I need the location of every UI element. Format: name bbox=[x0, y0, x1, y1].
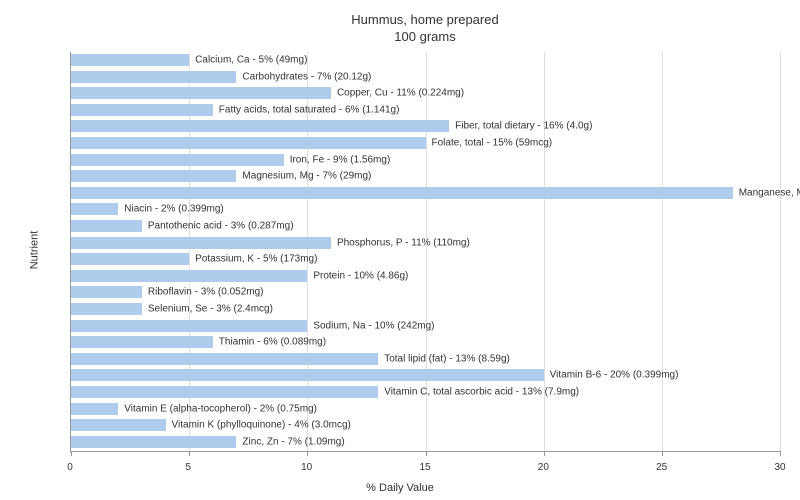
bar-label: Protein - 10% (4.86g) bbox=[313, 270, 408, 281]
x-tick-mark bbox=[662, 451, 663, 456]
bar bbox=[71, 104, 213, 116]
bar-row: Carbohydrates - 7% (20.12g) bbox=[71, 68, 780, 85]
bar bbox=[71, 436, 236, 448]
bar-label: Copper, Cu - 11% (0.224mg) bbox=[337, 88, 464, 99]
bar-label: Iron, Fe - 9% (1.56mg) bbox=[290, 154, 391, 165]
bar bbox=[71, 71, 236, 83]
bar-label: Magnesium, Mg - 7% (29mg) bbox=[242, 171, 371, 182]
bar-row: Manganese, Mn - 28% (0.567mg) bbox=[71, 185, 780, 202]
bar bbox=[71, 220, 142, 232]
bar-label: Manganese, Mn - 28% (0.567mg) bbox=[739, 187, 800, 198]
bar-row: Fiber, total dietary - 16% (4.0g) bbox=[71, 118, 780, 135]
bar bbox=[71, 237, 331, 249]
bar-row: Calcium, Ca - 5% (49mg) bbox=[71, 52, 780, 69]
bar bbox=[71, 336, 213, 348]
bar bbox=[71, 419, 166, 431]
bar-row: Zinc, Zn - 7% (1.09mg) bbox=[71, 433, 780, 450]
bar-row: Fatty acids, total saturated - 6% (1.141… bbox=[71, 102, 780, 119]
bar-label: Pantothenic acid - 3% (0.287mg) bbox=[148, 221, 294, 232]
bar-row: Potassium, K - 5% (173mg) bbox=[71, 251, 780, 268]
plot-area: Calcium, Ca - 5% (49mg) Carbohydrates - 7… bbox=[70, 52, 780, 452]
title-line1: Hummus, home prepared bbox=[351, 12, 498, 27]
bar-label: Fiber, total dietary - 16% (4.0g) bbox=[455, 121, 592, 132]
bar-label: Calcium, Ca - 5% (49mg) bbox=[195, 55, 307, 66]
bar bbox=[71, 187, 733, 199]
bar-label: Potassium, K - 5% (173mg) bbox=[195, 254, 317, 265]
bar-row: Vitamin K (phylloquinone) - 4% (3.0mcg) bbox=[71, 417, 780, 434]
bar-row: Total lipid (fat) - 13% (8.59g) bbox=[71, 350, 780, 367]
bar-row: Magnesium, Mg - 7% (29mg) bbox=[71, 168, 780, 185]
x-tick-mark bbox=[189, 451, 190, 456]
bar-row: Riboflavin - 3% (0.052mg) bbox=[71, 284, 780, 301]
bar-row: Folate, total - 15% (59mcg) bbox=[71, 135, 780, 152]
bar bbox=[71, 353, 378, 365]
x-tick-label: 5 bbox=[186, 462, 192, 473]
bar-label: Fatty acids, total saturated - 6% (1.141… bbox=[219, 104, 400, 115]
x-tick-mark bbox=[780, 451, 781, 456]
x-tick-label: 20 bbox=[538, 462, 549, 473]
bar-row: Protein - 10% (4.86g) bbox=[71, 268, 780, 285]
bar-row: Phosphorus, P - 11% (110mg) bbox=[71, 234, 780, 251]
bar-label: Phosphorus, P - 11% (110mg) bbox=[337, 237, 470, 248]
x-axis-label: % Daily Value bbox=[366, 482, 434, 494]
bar-label: Vitamin K (phylloquinone) - 4% (3.0mcg) bbox=[172, 420, 351, 431]
bar-label: Vitamin E (alpha-tocopherol) - 2% (0.75m… bbox=[124, 403, 317, 414]
bar bbox=[71, 54, 189, 66]
x-tick-mark bbox=[307, 451, 308, 456]
y-axis-label: Nutrient bbox=[28, 231, 40, 270]
bar-label: Selenium, Se - 3% (2.4mcg) bbox=[148, 303, 273, 314]
bar bbox=[71, 369, 544, 381]
bar-label: Carbohydrates - 7% (20.12g) bbox=[242, 71, 371, 82]
bar-label: Zinc, Zn - 7% (1.09mg) bbox=[242, 436, 344, 447]
x-tick-label: 0 bbox=[67, 462, 73, 473]
bar-label: Niacin - 2% (0.399mg) bbox=[124, 204, 223, 215]
bar bbox=[71, 154, 284, 166]
bar bbox=[71, 87, 331, 99]
bar-row: Selenium, Se - 3% (2.4mcg) bbox=[71, 301, 780, 318]
grid-line bbox=[780, 52, 781, 451]
bar-label: Folate, total - 15% (59mcg) bbox=[432, 138, 553, 149]
bar bbox=[71, 286, 142, 298]
bar bbox=[71, 120, 449, 132]
bar bbox=[71, 253, 189, 265]
bar bbox=[71, 403, 118, 415]
bar-row: Sodium, Na - 10% (242mg) bbox=[71, 317, 780, 334]
x-axis-ticks: 051015202530 bbox=[70, 462, 780, 478]
bar-row: Vitamin B-6 - 20% (0.399mg) bbox=[71, 367, 780, 384]
bar-row: Pantothenic acid - 3% (0.287mg) bbox=[71, 218, 780, 235]
bar-label: Riboflavin - 3% (0.052mg) bbox=[148, 287, 264, 298]
bar bbox=[71, 203, 118, 215]
bar bbox=[71, 270, 307, 282]
nutrient-chart: Hummus, home prepared 100 grams Nutrient… bbox=[0, 0, 800, 500]
chart-title: Hummus, home prepared 100 grams bbox=[70, 12, 780, 46]
bar-label: Sodium, Na - 10% (242mg) bbox=[313, 320, 434, 331]
x-tick-mark bbox=[71, 451, 72, 456]
bar bbox=[71, 170, 236, 182]
x-tick-label: 25 bbox=[656, 462, 667, 473]
bar bbox=[71, 320, 307, 332]
bar-label: Total lipid (fat) - 13% (8.59g) bbox=[384, 353, 510, 364]
x-tick-label: 30 bbox=[774, 462, 785, 473]
bar-row: Niacin - 2% (0.399mg) bbox=[71, 201, 780, 218]
bar bbox=[71, 386, 378, 398]
bar-row: Copper, Cu - 11% (0.224mg) bbox=[71, 85, 780, 102]
bar-row: Vitamin E (alpha-tocopherol) - 2% (0.75m… bbox=[71, 400, 780, 417]
x-tick-label: 10 bbox=[301, 462, 312, 473]
bar-row: Iron, Fe - 9% (1.56mg) bbox=[71, 151, 780, 168]
bar bbox=[71, 137, 426, 149]
bar-label: Vitamin C, total ascorbic acid - 13% (7.… bbox=[384, 386, 579, 397]
x-tick-mark bbox=[426, 451, 427, 456]
bar-row: Thiamin - 6% (0.089mg) bbox=[71, 334, 780, 351]
bar-label: Vitamin B-6 - 20% (0.399mg) bbox=[550, 370, 679, 381]
bar bbox=[71, 303, 142, 315]
bar-row: Vitamin C, total ascorbic acid - 13% (7.… bbox=[71, 384, 780, 401]
x-tick-label: 15 bbox=[419, 462, 430, 473]
title-line2: 100 grams bbox=[394, 29, 455, 44]
x-tick-mark bbox=[544, 451, 545, 456]
bar-label: Thiamin - 6% (0.089mg) bbox=[219, 337, 326, 348]
